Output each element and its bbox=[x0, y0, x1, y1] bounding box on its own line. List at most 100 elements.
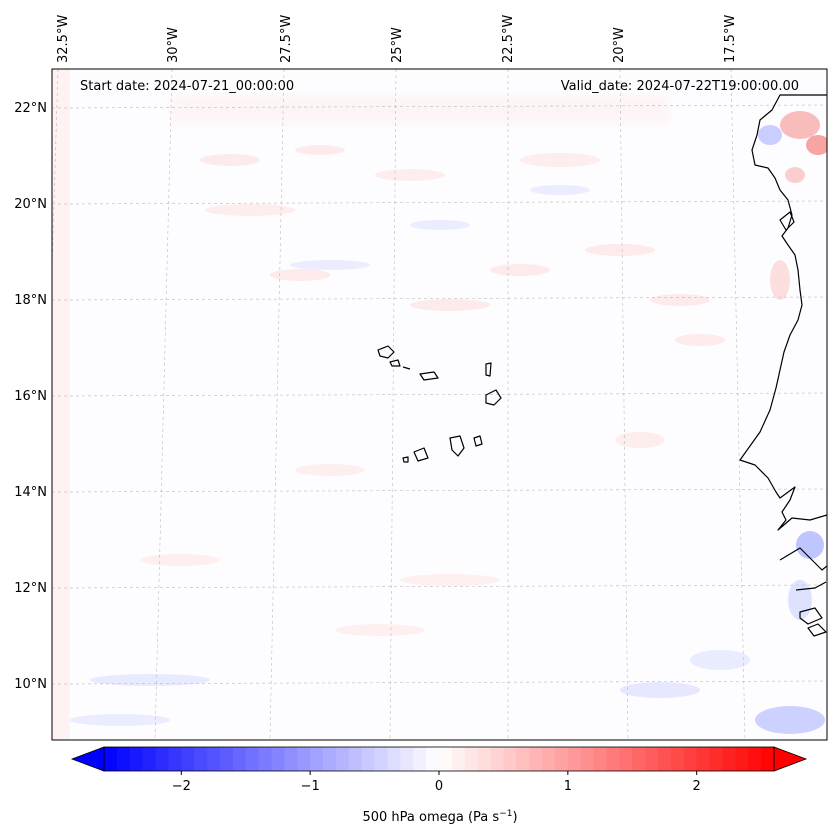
colorbar-segment bbox=[323, 747, 337, 771]
meridian-25w bbox=[389, 69, 397, 740]
longitude-labels: 32.5°W 30°W 27.5°W 25°W 22.5°W 20°W 17.5… bbox=[56, 15, 738, 63]
colorbar-segment bbox=[168, 747, 182, 771]
colorbar-segment bbox=[542, 747, 556, 771]
colorbar-segment bbox=[619, 747, 633, 771]
lat-label-20n: 20°N bbox=[14, 197, 47, 212]
meridian-30w bbox=[154, 69, 173, 740]
colorbar-segment bbox=[748, 747, 762, 771]
colorbar-segment bbox=[645, 747, 659, 771]
colorbar-segment bbox=[258, 747, 273, 771]
colorbar-segment bbox=[761, 747, 775, 771]
colorbar-segment bbox=[348, 747, 363, 771]
colorbar-segment bbox=[361, 747, 376, 771]
gambia-coast bbox=[779, 547, 827, 571]
colorbar-segment bbox=[207, 747, 221, 771]
colorbar-segment bbox=[181, 747, 195, 771]
colorbar-segment bbox=[297, 747, 311, 771]
colorbar-segment bbox=[219, 747, 234, 771]
colorbar-segment bbox=[142, 747, 157, 771]
colorbar-segment bbox=[284, 747, 298, 771]
lon-label-20w: 20°W bbox=[612, 27, 627, 63]
valid-date-label: Valid_date: 2024-07-22T19:00:00.00 bbox=[561, 79, 799, 94]
colorbar-segment bbox=[387, 747, 401, 771]
colorbar-segment bbox=[426, 747, 440, 771]
guinea-bissau-coast bbox=[795, 581, 827, 591]
colorbar-segment bbox=[413, 747, 427, 771]
map-panel: Start date: 2024-07-21_00:00:00 Valid_da… bbox=[51, 68, 828, 741]
colorbar-segment bbox=[735, 747, 749, 771]
colorbar-ticks: −2 −1 0 1 2 bbox=[172, 771, 701, 794]
coastal-island bbox=[779, 211, 795, 231]
colorbar-segment bbox=[516, 747, 530, 771]
lon-label-27-5w: 27.5°W bbox=[279, 15, 294, 63]
sao-vicente-island bbox=[389, 359, 401, 367]
bissagos-island-2 bbox=[807, 623, 827, 637]
colorbar-segment bbox=[658, 747, 672, 771]
lat-label-14n: 14°N bbox=[14, 485, 47, 500]
colorbar-segment bbox=[670, 747, 685, 771]
africa-coastline bbox=[739, 94, 827, 531]
colorbar-segment bbox=[593, 747, 608, 771]
lat-label-12n: 12°N bbox=[14, 581, 47, 596]
colorbar-segment bbox=[194, 747, 208, 771]
colorbar-segment bbox=[503, 747, 517, 771]
brava-island bbox=[402, 456, 409, 463]
colorbar-segment bbox=[155, 747, 170, 771]
colorbar-segment bbox=[104, 747, 118, 771]
colorbar-segment bbox=[683, 747, 698, 771]
fogo-island bbox=[413, 447, 429, 462]
meridian-20w bbox=[619, 69, 629, 740]
santiago-island bbox=[449, 435, 465, 457]
sao-nicolau-island bbox=[419, 371, 439, 381]
sal-island bbox=[485, 362, 492, 377]
colorbar-tick-label: 1 bbox=[564, 779, 572, 794]
colorbar-segment bbox=[464, 747, 479, 771]
colorbar-segment bbox=[529, 747, 543, 771]
colorbar-segment bbox=[722, 747, 736, 771]
colorbar-segment bbox=[271, 747, 285, 771]
colorbar-high-extend bbox=[773, 746, 808, 772]
lat-label-16n: 16°N bbox=[14, 389, 47, 404]
colorbar-segment bbox=[580, 747, 595, 771]
colorbar-segment bbox=[451, 747, 466, 771]
map-background bbox=[52, 69, 827, 740]
colorbar-segment bbox=[709, 747, 724, 771]
lat-label-22n: 22°N bbox=[14, 101, 47, 116]
colorbar-segment bbox=[490, 747, 505, 771]
lon-label-25w: 25°W bbox=[390, 27, 405, 63]
colorbar-segments bbox=[104, 747, 775, 771]
meridian-27-5w bbox=[269, 69, 285, 740]
colorbar-segment bbox=[232, 747, 247, 771]
santa-luzia-island bbox=[402, 366, 411, 370]
colorbar-segment bbox=[606, 747, 620, 771]
colorbar-segment bbox=[632, 747, 646, 771]
colorbar-segment bbox=[129, 747, 144, 771]
colorbar-tick-label: 0 bbox=[435, 779, 443, 794]
colorbar-segment bbox=[400, 747, 414, 771]
bissagos-island-1 bbox=[799, 607, 823, 625]
meridian-17-5w bbox=[730, 69, 746, 740]
colorbar: −2 −1 0 1 2 500 hPa omega (Pa s−1) bbox=[70, 746, 808, 825]
santo-antao-island bbox=[377, 345, 395, 359]
lat-label-18n: 18°N bbox=[14, 293, 47, 308]
colorbar-segment bbox=[335, 747, 350, 771]
latitude-labels: 22°N 20°N 18°N 16°N 14°N 12°N 10°N bbox=[14, 101, 47, 692]
colorbar-tick-label: 2 bbox=[693, 779, 701, 794]
colorbar-segment bbox=[477, 747, 492, 771]
colorbar-segment bbox=[567, 747, 582, 771]
maio-island bbox=[473, 435, 483, 447]
colorbar-segment bbox=[374, 747, 389, 771]
colorbar-segment bbox=[439, 747, 453, 771]
colorbar-segment bbox=[554, 747, 569, 771]
lon-label-22-5w: 22.5°W bbox=[501, 15, 516, 63]
colorbar-segment bbox=[310, 747, 324, 771]
graticule bbox=[52, 69, 827, 740]
coastlines bbox=[377, 94, 827, 637]
boa-vista-island bbox=[485, 389, 502, 406]
lat-label-10n: 10°N bbox=[14, 677, 47, 692]
colorbar-segment bbox=[245, 747, 260, 771]
lon-label-17-5w: 17.5°W bbox=[723, 15, 738, 63]
colorbar-segment bbox=[696, 747, 711, 771]
colorbar-title: 500 hPa omega (Pa s−1) bbox=[362, 809, 517, 825]
